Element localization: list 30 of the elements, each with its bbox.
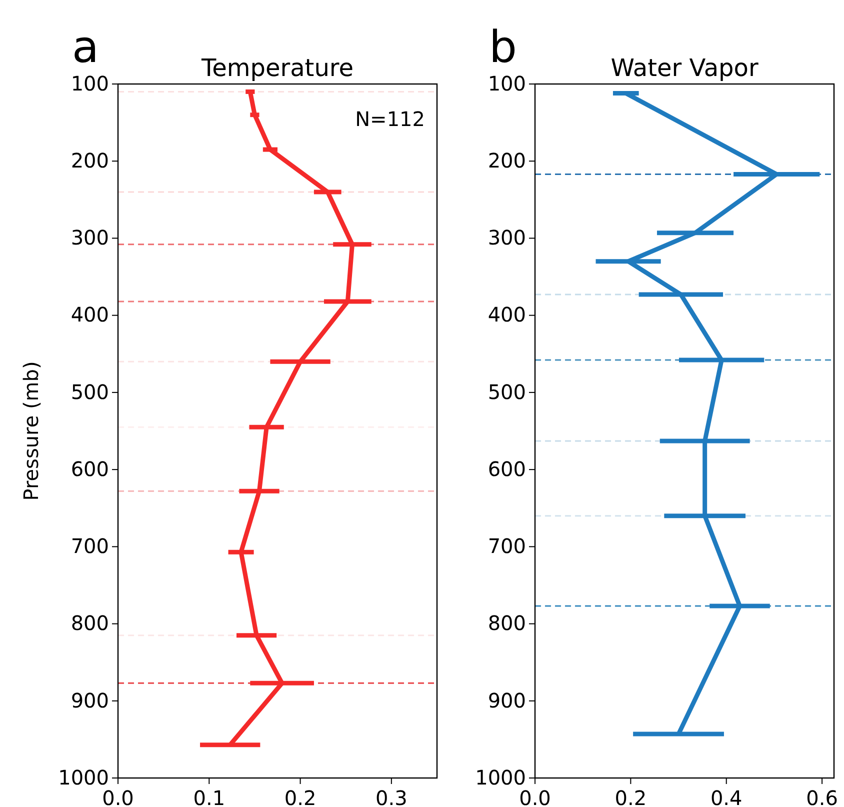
x-tick-label: 0.6 <box>806 786 838 807</box>
y-tick-label: 200 <box>70 148 109 173</box>
chart-title: Temperature <box>200 54 354 82</box>
y-tick-label: 900 <box>488 688 526 712</box>
y-tick-label: 700 <box>70 534 109 558</box>
y-tick-label: 400 <box>488 302 526 327</box>
x-tick-label: 0.1 <box>193 786 226 807</box>
x-tick-label: 0.3 <box>376 786 408 807</box>
y-tick-label: 600 <box>488 456 526 481</box>
chart-title: Water Vapor <box>610 54 758 82</box>
y-axis-title: Pressure (mb) <box>19 361 43 501</box>
x-tick-label: 0.4 <box>710 786 742 807</box>
x-tick-label: 0.2 <box>614 786 647 807</box>
y-tick-label: 600 <box>70 456 109 481</box>
x-tick-label: 0.2 <box>284 786 316 807</box>
y-tick-label: 300 <box>70 226 109 250</box>
annotation: N=112 <box>355 107 425 131</box>
y-tick-label: 200 <box>488 148 526 173</box>
y-tick-label: 500 <box>70 380 109 404</box>
y-tick-label: 400 <box>70 302 109 327</box>
y-tick-label: 300 <box>488 226 526 250</box>
y-tick-label: 800 <box>488 611 526 636</box>
text: a <box>72 22 99 73</box>
y-tick-label: 500 <box>488 380 526 404</box>
y-tick-label: 900 <box>70 688 109 712</box>
text: b <box>489 22 517 73</box>
y-tick-label: 800 <box>70 611 109 636</box>
y-tick-label: 100 <box>70 71 109 96</box>
y-tick-label: 700 <box>488 534 526 558</box>
y-tick-label: 100 <box>488 71 526 96</box>
